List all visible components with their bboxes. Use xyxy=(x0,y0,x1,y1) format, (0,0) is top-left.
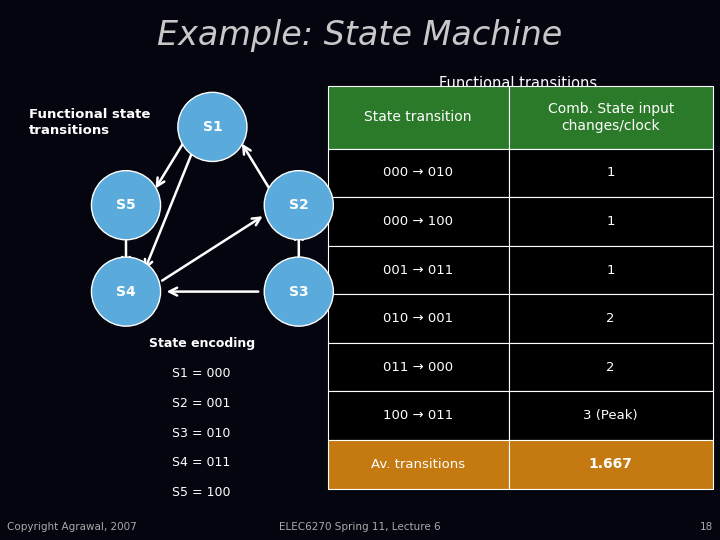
Text: 000 → 100: 000 → 100 xyxy=(383,215,453,228)
Ellipse shape xyxy=(91,257,161,326)
Text: Functional transitions: Functional transitions xyxy=(439,76,598,91)
Text: 000 → 010: 000 → 010 xyxy=(383,166,453,179)
FancyBboxPatch shape xyxy=(328,343,508,391)
Ellipse shape xyxy=(91,171,161,240)
Text: State transition: State transition xyxy=(364,111,472,124)
Text: 100 → 011: 100 → 011 xyxy=(383,409,454,422)
FancyBboxPatch shape xyxy=(508,246,713,294)
FancyBboxPatch shape xyxy=(508,343,713,391)
Text: 1.667: 1.667 xyxy=(589,457,633,471)
FancyBboxPatch shape xyxy=(328,440,508,489)
Text: ELEC6270 Spring 11, Lecture 6: ELEC6270 Spring 11, Lecture 6 xyxy=(279,522,441,532)
FancyBboxPatch shape xyxy=(508,197,713,246)
FancyBboxPatch shape xyxy=(508,392,713,440)
Text: 18: 18 xyxy=(700,522,713,532)
FancyBboxPatch shape xyxy=(508,86,713,148)
Text: S3: S3 xyxy=(289,285,309,299)
Text: S4 = 011: S4 = 011 xyxy=(173,456,230,469)
FancyBboxPatch shape xyxy=(508,148,713,197)
Text: Functional state
transitions: Functional state transitions xyxy=(29,108,150,137)
Text: S3 = 010: S3 = 010 xyxy=(172,427,231,440)
Text: S2: S2 xyxy=(289,198,309,212)
FancyBboxPatch shape xyxy=(328,148,508,197)
Text: 010 → 001: 010 → 001 xyxy=(383,312,453,325)
FancyBboxPatch shape xyxy=(508,440,713,489)
Text: State encoding: State encoding xyxy=(148,338,255,350)
FancyBboxPatch shape xyxy=(508,294,713,343)
Ellipse shape xyxy=(264,257,333,326)
Ellipse shape xyxy=(264,171,333,240)
FancyBboxPatch shape xyxy=(328,294,508,343)
Text: 1: 1 xyxy=(606,264,615,276)
Text: S1: S1 xyxy=(202,120,222,134)
Text: 2: 2 xyxy=(606,312,615,325)
Text: 1: 1 xyxy=(606,215,615,228)
Text: 001 → 011: 001 → 011 xyxy=(383,264,454,276)
Text: S4: S4 xyxy=(116,285,136,299)
FancyBboxPatch shape xyxy=(328,86,508,148)
FancyBboxPatch shape xyxy=(328,197,508,246)
Text: 1: 1 xyxy=(606,166,615,179)
Text: S5: S5 xyxy=(116,198,136,212)
Text: S1 = 000: S1 = 000 xyxy=(172,367,231,380)
Text: 3 (Peak): 3 (Peak) xyxy=(583,409,638,422)
Text: S2 = 001: S2 = 001 xyxy=(172,397,231,410)
Text: 2: 2 xyxy=(606,361,615,374)
Text: Av. transitions: Av. transitions xyxy=(371,458,465,471)
Ellipse shape xyxy=(178,92,247,161)
Text: S5 = 100: S5 = 100 xyxy=(172,486,231,499)
Text: Copyright Agrawal, 2007: Copyright Agrawal, 2007 xyxy=(7,522,137,532)
FancyBboxPatch shape xyxy=(328,246,508,294)
FancyBboxPatch shape xyxy=(328,392,508,440)
Text: 011 → 000: 011 → 000 xyxy=(383,361,453,374)
Text: Example: State Machine: Example: State Machine xyxy=(158,18,562,52)
Text: Comb. State input
changes/clock: Comb. State input changes/clock xyxy=(547,102,674,133)
